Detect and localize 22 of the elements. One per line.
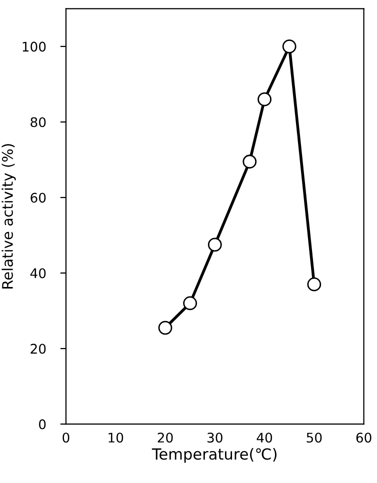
y-tick-label: 80 [30,117,46,128]
point [282,40,296,54]
x-tick-label: 30 [208,432,222,443]
x-tick-label: 0 [62,432,70,443]
x-tick-label: 20 [158,432,173,443]
x-axis-title: Temperature(℃) [152,448,276,463]
y-tick-label: 20 [30,344,46,354]
point [242,154,257,169]
x-tick-label: 50 [306,432,322,443]
y-axis-title: Relative activity (%) [2,144,16,288]
x-tick-label: 60 [356,432,372,443]
point [258,92,272,106]
x-tick-label: 40 [256,432,272,443]
y-tick-label: 40 [30,268,46,278]
point [208,238,222,252]
x-tick-label: 10 [108,432,124,443]
point [307,277,322,292]
y-tick-label: 100 [22,42,46,52]
y-tick-label: 60 [30,192,46,203]
point [158,320,172,335]
point [183,296,198,310]
y-tick-label: 0 [39,419,46,430]
